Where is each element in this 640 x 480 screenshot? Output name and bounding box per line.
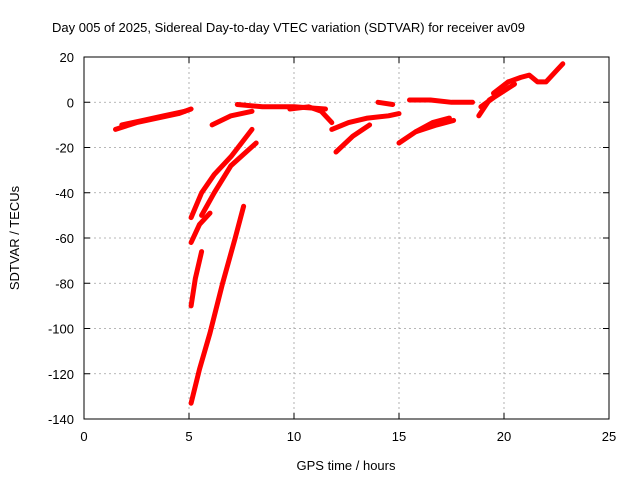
chart-title: Day 005 of 2025, Sidereal Day-to-day VTE…: [52, 20, 525, 35]
x-tick-label: 25: [602, 429, 616, 444]
y-tick-label: -120: [48, 367, 74, 382]
y-tick-label: -100: [48, 322, 74, 337]
x-tick-label: 15: [392, 429, 406, 444]
series-trace-19: [491, 61, 566, 96]
series-trace-6: [188, 126, 255, 221]
grid-lines: [84, 57, 609, 419]
series-trace-15: [413, 115, 452, 135]
y-tick-label: -20: [55, 141, 74, 156]
series-trace-3: [209, 108, 255, 128]
y-tick-label: 0: [67, 95, 74, 110]
series-trace-11: [329, 111, 402, 132]
series-trace-10: [188, 203, 247, 406]
y-tick-label: -40: [55, 186, 74, 201]
y-axis-label: SDTVAR / TECUs: [7, 185, 22, 290]
plot-frame: [83, 56, 610, 420]
series-trace-16: [407, 97, 475, 105]
y-tick-label: 20: [60, 50, 74, 65]
x-tick-label: 5: [185, 429, 192, 444]
series-trace-9: [188, 249, 205, 309]
x-tick-label: 0: [80, 429, 87, 444]
x-tick-label: 10: [287, 429, 301, 444]
x-axis-label: GPS time / hours: [297, 458, 396, 473]
series-trace-12: [333, 122, 373, 155]
series-trace-8: [199, 140, 259, 218]
series-trace-2: [119, 108, 188, 128]
series-trace-18: [478, 81, 517, 110]
series-trace-7: [188, 210, 213, 245]
data-series: [113, 61, 566, 406]
y-tick-label: -80: [55, 276, 74, 291]
x-tick-label: 20: [497, 429, 511, 444]
tick-labels: 0 5 10 15 20 25 -140 -120 -100 -80 -60 -40 -20 0 20: [48, 50, 616, 444]
y-tick-label: -140: [48, 412, 74, 427]
series-trace-5: [287, 104, 335, 126]
series-trace-13: [375, 99, 396, 107]
y-tick-label: -60: [55, 231, 74, 246]
